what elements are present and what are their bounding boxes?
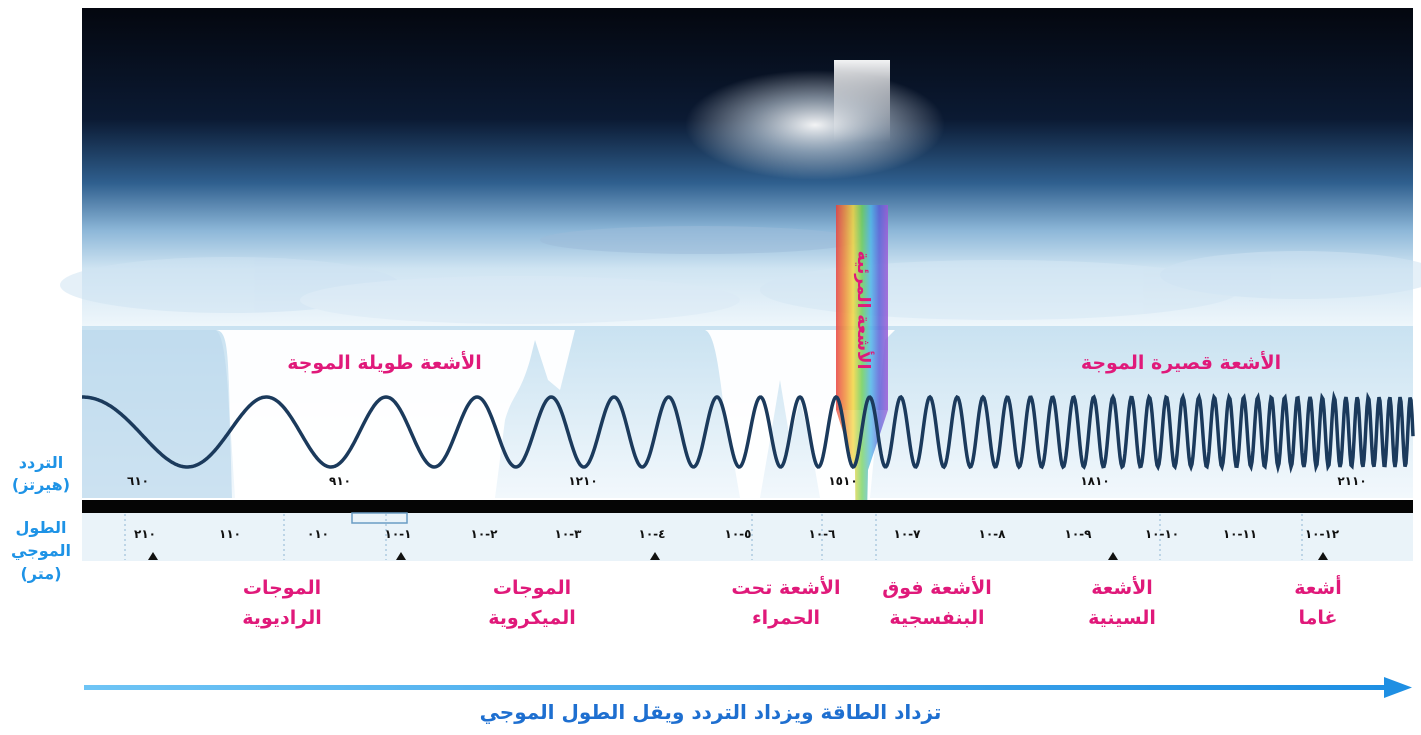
wavelength-tick: ٧-١٠ <box>893 527 921 541</box>
long-wave-label: الأشعة طويلة الموجة <box>287 352 482 374</box>
energy-caption: تزداد الطاقة ويزداد التردد ويقل الطول ال… <box>479 700 942 724</box>
region-label-line1: الموجات <box>492 577 572 599</box>
wavelength-tick: ٠١٠ <box>307 527 329 541</box>
region-label-line1: أشعة <box>1294 577 1342 599</box>
energy-arrow-shaft <box>84 685 1384 690</box>
atmosphere-band-shadow <box>82 330 232 498</box>
clouds <box>60 226 1421 324</box>
scale-bar <box>82 500 1413 513</box>
light-source-glow <box>685 70 945 180</box>
frequency-tick: ٢١١٠ <box>1337 474 1367 488</box>
frequency-title: التردد <box>18 453 64 472</box>
short-wave-label: الأشعة قصيرة الموجة <box>1080 352 1282 374</box>
triangle-markers <box>148 552 1328 560</box>
visible-light-label: الأشعة المرئية <box>853 250 873 370</box>
wavelength-unit: (متر) <box>20 564 62 583</box>
region-label: الأشعة السينية <box>1047 573 1197 633</box>
frequency-tick: ١٥١٠ <box>828 474 858 488</box>
wavelength-tick: ١-١٠ <box>384 527 412 541</box>
region-label-line1: الأشعة تحت <box>731 577 841 599</box>
region-label-line2: البنفسجية <box>889 607 985 629</box>
wavelength-tick: ١٠-١٠ <box>1144 527 1180 541</box>
frequency-tick: ٩١٠ <box>329 474 351 488</box>
bracket-marker <box>351 512 408 524</box>
wavelength-tick: ٢-١٠ <box>470 527 498 541</box>
wavelength-tick: ٦-١٠ <box>808 527 836 541</box>
wavelength-title-1: الطول <box>15 518 67 537</box>
visible-beam-upper <box>834 60 890 210</box>
frequency-label: التردد (هيرتز) <box>6 452 76 496</box>
region-label-line1: الأشعة <box>1091 577 1153 599</box>
region-label-line2: غاما <box>1298 607 1338 629</box>
wavelength-title-2: الموجي <box>11 541 71 560</box>
sine-wave <box>82 390 1415 474</box>
frequency-tick: ١٨١٠ <box>1080 474 1110 488</box>
wavelength-tick: ٥-١٠ <box>724 527 752 541</box>
frequency-tick: ١٢١٠ <box>568 474 598 488</box>
wavelength-tick: ١١-١٠ <box>1222 527 1258 541</box>
region-label-line1: الأشعة فوق <box>882 577 992 599</box>
region-label: أشعة غاما <box>1243 573 1393 633</box>
wavelength-tick: ٣-١٠ <box>554 527 582 541</box>
wavelength-tick: ٩-١٠ <box>1064 527 1092 541</box>
region-label-line2: الميكروية <box>488 607 576 629</box>
wavelength-tick: ١١٠ <box>219 527 241 541</box>
region-label-line1: الموجات <box>242 577 322 599</box>
wavelength-tick: ٢١٠ <box>134 527 156 541</box>
region-label: الموجات الراديوية <box>207 573 357 633</box>
region-label-line2: الحمراء <box>751 607 821 629</box>
region-label: الموجات الميكروية <box>457 573 607 633</box>
region-label-line2: السينية <box>1088 607 1156 629</box>
wavelength-tick: ١٢-١٠ <box>1304 527 1340 541</box>
frequency-tick: ٦١٠ <box>127 474 149 488</box>
region-label: الأشعة فوق البنفسجية <box>862 573 1012 633</box>
region-label-line2: الراديوية <box>242 607 322 629</box>
wavelength-strip <box>82 513 1413 561</box>
energy-arrow-head <box>1384 677 1412 698</box>
wavelength-tick: ٨-١٠ <box>978 527 1006 541</box>
frequency-unit: (هيرتز) <box>11 475 71 494</box>
wavelength-tick: ٤-١٠ <box>638 527 666 541</box>
wavelength-label: الطول الموجي (متر) <box>6 516 76 585</box>
atmosphere-window <box>215 330 895 498</box>
region-label: الأشعة تحت الحمراء <box>711 573 861 633</box>
visible-beam-rainbow <box>836 205 888 410</box>
